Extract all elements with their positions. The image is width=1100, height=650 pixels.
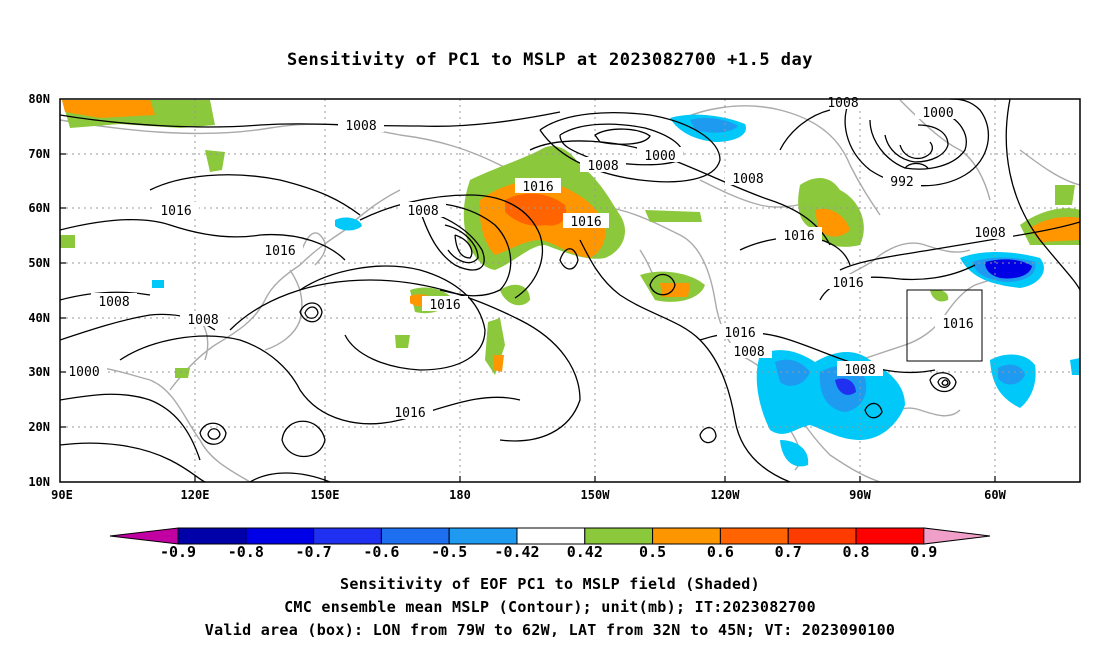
colorbar-tick-label: 0.42 xyxy=(566,543,603,561)
contour-label: 1008 xyxy=(844,363,875,378)
contour-label-bg xyxy=(61,99,1013,419)
contour-label: 1016 xyxy=(783,229,814,244)
contour-label: 1008 xyxy=(733,345,764,360)
contour-label: 1008 xyxy=(587,159,618,174)
colorbar-swatch xyxy=(380,527,450,545)
contour-label: 1016 xyxy=(522,180,553,195)
contour-label: 1000 xyxy=(68,365,99,380)
contour-label-group: 1008 1008 1000 1008 1000 992 1016 1008 1… xyxy=(61,96,1013,421)
colorbar-swatch xyxy=(719,527,789,545)
mslp-contours xyxy=(60,99,1080,482)
contour-label: 1016 xyxy=(394,406,425,421)
colorbar-tick-label: -0.8 xyxy=(227,543,264,561)
lon-tick-label: 90W xyxy=(849,488,871,502)
caption-shading: Sensitivity of EOF PC1 to MSLP field (Sh… xyxy=(340,575,760,593)
chart-title: Sensitivity of PC1 to MSLP at 2023082700… xyxy=(286,50,813,70)
lat-tick-label: 20N xyxy=(28,420,50,434)
map-grid xyxy=(60,99,1080,482)
lon-tick-label: 120W xyxy=(710,488,740,502)
lon-tick-label: 180 xyxy=(449,488,471,502)
contour-label: 1008 xyxy=(407,204,438,219)
contour-label: 1008 xyxy=(345,119,376,134)
contour-label: 1008 xyxy=(732,172,763,187)
caption-contour: CMC ensemble mean MSLP (Contour); unit(m… xyxy=(284,598,816,616)
lat-tick-label: 70N xyxy=(28,147,50,161)
lon-tick-label: 150W xyxy=(580,488,610,502)
colorbar-tick-label: 0.7 xyxy=(774,543,802,561)
lat-tick-label: 60N xyxy=(28,201,50,215)
colorbar-tick-label: 0.8 xyxy=(842,543,870,561)
colorbar-swatch xyxy=(109,527,179,545)
valid-area-box xyxy=(906,289,983,362)
colorbar-tick-label: -0.7 xyxy=(295,543,332,561)
lon-tick-label: 60W xyxy=(984,488,1006,502)
colorbar-tick-label: -0.6 xyxy=(363,543,400,561)
lon-tick-label: 150E xyxy=(310,488,340,502)
colorbar-swatch xyxy=(584,527,654,545)
contour-label: 1000 xyxy=(922,106,953,121)
lat-tick-label: 10N xyxy=(28,475,50,489)
contour-label: 1016 xyxy=(832,276,863,291)
lat-tick-label: 80N xyxy=(28,92,50,106)
lon-tick-label: 120E xyxy=(180,488,210,502)
sensitivity-shading xyxy=(60,100,1080,467)
colorbar-swatch xyxy=(177,527,247,545)
colorbar-tick-label: -0.42 xyxy=(494,543,540,561)
colorbar-swatch xyxy=(652,527,721,545)
lat-tick-label: 40N xyxy=(28,311,50,325)
contour-label: 1016 xyxy=(160,204,191,219)
caption-valid-area: Valid area (box): LON from 79W to 62W, L… xyxy=(204,621,896,639)
colorbar-swatch xyxy=(313,527,382,545)
colorbar-swatch xyxy=(516,527,586,545)
colorbar-swatch xyxy=(448,527,518,545)
contour-label: 1016 xyxy=(429,298,460,313)
lat-tick-label: 30N xyxy=(28,365,50,379)
colorbar-tick-label: -0.9 xyxy=(159,543,197,561)
colorbar-swatch xyxy=(855,527,925,545)
contour-label: 1016 xyxy=(724,326,755,341)
contour-label: 1016 xyxy=(942,317,973,332)
colorbar-swatch xyxy=(787,527,857,545)
map-frame xyxy=(59,98,1081,483)
colorbar-swatch xyxy=(245,527,315,545)
contour-label: 1000 xyxy=(644,149,675,164)
contour-label: 1008 xyxy=(98,295,129,310)
colorbar-tick-label: 0.9 xyxy=(910,543,938,561)
contour-label: 1016 xyxy=(264,244,295,259)
lon-tick-label: 90E xyxy=(51,488,73,502)
colorbar-swatch xyxy=(923,527,991,545)
colorbar-tick-label: 0.6 xyxy=(706,543,734,561)
colorbar xyxy=(109,527,991,545)
contour-label: 1008 xyxy=(974,226,1005,241)
lat-tick-label: 50N xyxy=(28,256,50,270)
contour-label: 1016 xyxy=(570,215,601,230)
colorbar-tick-label: 0.5 xyxy=(639,543,667,561)
contour-label: 1008 xyxy=(187,313,218,328)
axis-ticks xyxy=(60,153,996,482)
contour-label: 992 xyxy=(890,175,913,190)
colorbar-tick-label: -0.5 xyxy=(431,543,468,561)
